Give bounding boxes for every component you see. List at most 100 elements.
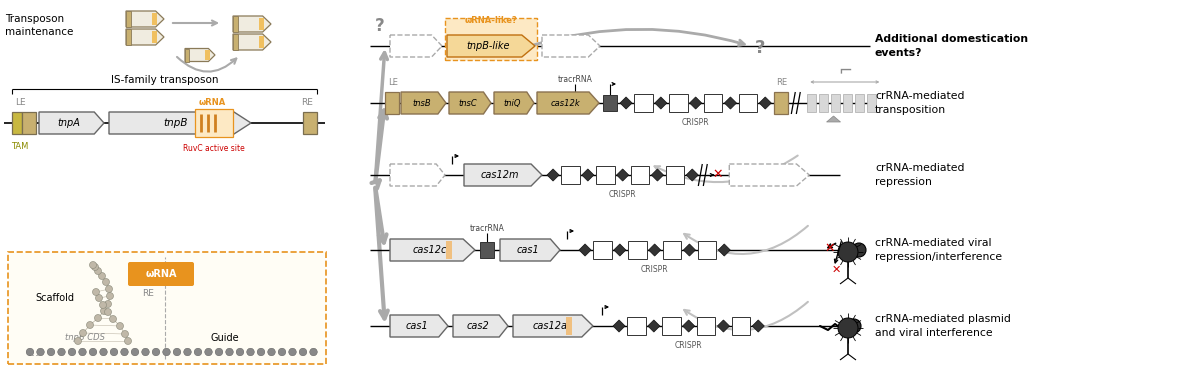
Polygon shape	[649, 244, 661, 256]
Polygon shape	[126, 29, 164, 45]
Text: CRISPR: CRISPR	[608, 190, 636, 199]
Bar	[205, 50, 210, 60]
Polygon shape	[578, 244, 592, 256]
Circle shape	[47, 348, 55, 356]
Polygon shape	[617, 169, 629, 181]
Bar	[126, 11, 131, 27]
Text: tracrRNA: tracrRNA	[469, 224, 504, 233]
Bar	[593, 241, 612, 259]
Polygon shape	[494, 92, 534, 114]
Polygon shape	[648, 320, 660, 332]
Circle shape	[26, 348, 34, 356]
Text: CRISPR: CRISPR	[682, 118, 709, 127]
Polygon shape	[652, 169, 664, 181]
Text: ...: ...	[28, 345, 40, 359]
Circle shape	[838, 318, 858, 338]
Polygon shape	[40, 112, 104, 134]
Circle shape	[98, 272, 106, 279]
Text: LE: LE	[14, 98, 25, 107]
Circle shape	[104, 300, 112, 307]
Circle shape	[184, 348, 191, 356]
Circle shape	[205, 348, 212, 356]
Text: tnsB: tnsB	[412, 99, 431, 107]
Text: RE: RE	[301, 98, 313, 107]
Polygon shape	[613, 320, 625, 332]
Text: ωRNA: ωRNA	[145, 269, 176, 279]
Polygon shape	[620, 97, 632, 109]
Text: tniQ: tniQ	[504, 99, 521, 107]
Circle shape	[116, 323, 124, 330]
Bar	[126, 29, 131, 45]
Text: crRNA-mediated
transposition: crRNA-mediated transposition	[875, 91, 965, 115]
Circle shape	[310, 348, 317, 356]
Circle shape	[74, 338, 82, 345]
Bar	[233, 16, 238, 32]
Text: tnpA: tnpA	[58, 118, 80, 128]
Circle shape	[852, 243, 866, 257]
Polygon shape	[730, 164, 809, 186]
Circle shape	[91, 263, 98, 270]
FancyBboxPatch shape	[128, 262, 194, 286]
Polygon shape	[233, 34, 271, 50]
Polygon shape	[390, 315, 448, 337]
Polygon shape	[827, 116, 840, 122]
Bar	[602, 95, 617, 111]
Polygon shape	[725, 97, 737, 109]
Circle shape	[109, 315, 116, 323]
Text: ?: ?	[755, 39, 766, 57]
Bar	[152, 13, 157, 25]
Bar	[446, 241, 452, 259]
Text: ✕: ✕	[712, 168, 722, 180]
Polygon shape	[233, 16, 271, 32]
Text: CRISPR: CRISPR	[674, 341, 702, 350]
Bar	[566, 317, 572, 335]
Polygon shape	[582, 169, 594, 181]
Circle shape	[163, 348, 170, 356]
Circle shape	[247, 348, 254, 356]
Polygon shape	[446, 35, 535, 57]
Circle shape	[131, 348, 139, 356]
Polygon shape	[185, 48, 215, 62]
Bar	[668, 94, 688, 112]
Text: cas12k: cas12k	[551, 99, 581, 107]
Bar	[233, 34, 238, 50]
Polygon shape	[760, 97, 772, 109]
FancyBboxPatch shape	[196, 109, 233, 137]
Circle shape	[68, 348, 76, 356]
Text: tnpB: tnpB	[163, 118, 188, 128]
Text: ✕: ✕	[824, 241, 835, 255]
FancyBboxPatch shape	[445, 18, 536, 60]
Polygon shape	[719, 244, 731, 256]
Polygon shape	[856, 94, 864, 112]
Text: cas1: cas1	[406, 321, 428, 331]
Circle shape	[37, 348, 44, 356]
Bar	[697, 241, 716, 259]
Text: cas12c: cas12c	[413, 245, 446, 255]
Bar	[480, 242, 494, 258]
Bar	[697, 317, 715, 335]
Bar	[12, 112, 22, 134]
Bar	[185, 48, 188, 62]
Polygon shape	[868, 94, 876, 112]
Polygon shape	[536, 92, 599, 114]
Circle shape	[90, 262, 96, 269]
Text: RE: RE	[775, 78, 787, 87]
Circle shape	[289, 348, 296, 356]
Text: crRNA-mediated
repression: crRNA-mediated repression	[875, 163, 965, 187]
Polygon shape	[547, 169, 559, 181]
Polygon shape	[820, 94, 828, 112]
Bar	[302, 112, 317, 134]
Polygon shape	[401, 92, 446, 114]
Circle shape	[101, 307, 108, 314]
Text: tnpB-like: tnpB-like	[466, 41, 510, 51]
Circle shape	[299, 348, 307, 356]
Text: CRISPR: CRISPR	[641, 265, 668, 274]
Text: cas2: cas2	[467, 321, 490, 331]
Text: RE: RE	[142, 290, 154, 299]
Text: Scaffold: Scaffold	[35, 293, 74, 303]
Text: IS-family transposon: IS-family transposon	[110, 75, 218, 85]
Polygon shape	[808, 94, 816, 112]
Text: ⌐: ⌐	[838, 61, 852, 79]
Circle shape	[236, 348, 244, 356]
Circle shape	[142, 348, 149, 356]
